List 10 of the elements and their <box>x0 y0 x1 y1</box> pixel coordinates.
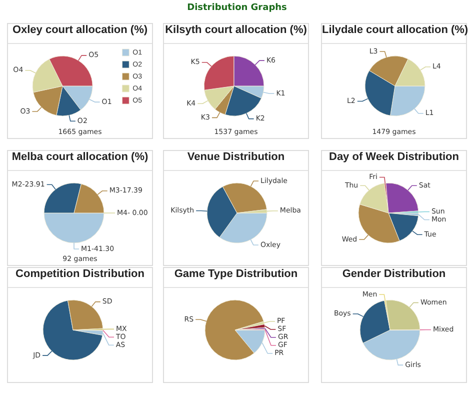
chart-title: Day of Week Distribution <box>322 151 466 171</box>
chart-title: Gender Distribution <box>322 268 466 288</box>
chart-title: Kilsyth court allocation (%) <box>164 24 308 44</box>
chart-title: Game Type Distribution <box>164 268 308 288</box>
chart-title: Competition Distribution <box>8 268 152 288</box>
chart-title: Oxley court allocation (%) <box>8 24 152 44</box>
chart-title: Melba court allocation (%) <box>8 151 152 171</box>
chart-title: Lilydale court allocation (%) <box>322 24 468 44</box>
chart-title: Venue Distribution <box>164 151 308 171</box>
text: Distribution Graphs <box>186 3 288 13</box>
